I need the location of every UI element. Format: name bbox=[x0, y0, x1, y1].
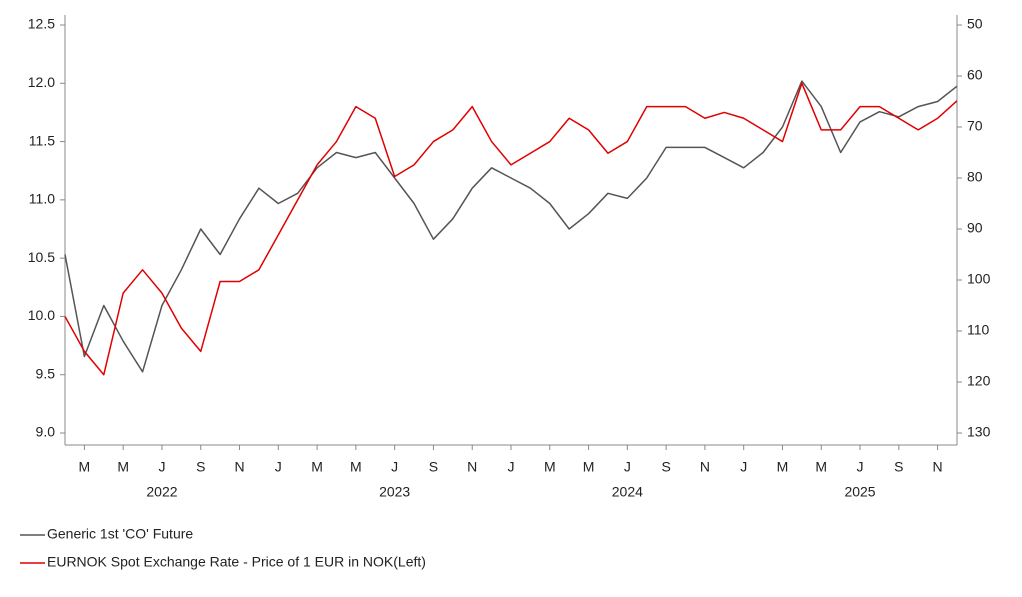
x-tick-label: M bbox=[311, 459, 323, 475]
y-tick-label: 12.5 bbox=[28, 16, 55, 32]
x-tick-label: J bbox=[391, 459, 398, 475]
y2-tick-label: 110 bbox=[967, 322, 990, 338]
y-tick-label: 11.5 bbox=[29, 132, 55, 148]
y2-tick-label: 70 bbox=[967, 118, 983, 134]
x-year-label: 2023 bbox=[379, 484, 410, 500]
y2-tick-label: 100 bbox=[967, 271, 991, 287]
y-tick-label: 10.5 bbox=[28, 249, 55, 265]
x-tick-label: J bbox=[508, 459, 515, 475]
x-tick-label: M bbox=[117, 459, 129, 475]
x-tick-label: J bbox=[740, 459, 747, 475]
y-tick-label: 11.0 bbox=[29, 191, 55, 207]
legend-label: Generic 1st 'CO' Future bbox=[47, 526, 193, 542]
y2-tick-label: 130 bbox=[967, 424, 991, 440]
x-tick-label: S bbox=[661, 459, 670, 475]
x-tick-label: J bbox=[158, 459, 165, 475]
x-tick-label: N bbox=[234, 459, 244, 475]
legend-label: EURNOK Spot Exchange Rate - Price of 1 E… bbox=[47, 554, 426, 570]
x-tick-label: N bbox=[933, 459, 943, 475]
series-line bbox=[64, 82, 958, 376]
x-tick-label: S bbox=[429, 459, 438, 475]
x-year-label: 2024 bbox=[612, 484, 643, 500]
x-tick-label: J bbox=[624, 459, 631, 475]
x-tick-label: J bbox=[857, 459, 864, 475]
y2-tick-label: 120 bbox=[967, 373, 991, 389]
y-tick-label: 12.0 bbox=[28, 74, 55, 90]
x-tick-label: J bbox=[275, 459, 282, 475]
x-tick-label: M bbox=[79, 459, 91, 475]
x-tick-label: S bbox=[894, 459, 903, 475]
y-tick-label: 10.0 bbox=[28, 307, 55, 323]
y-tick-label: 9.5 bbox=[36, 365, 56, 381]
x-year-label: 2022 bbox=[146, 484, 177, 500]
y-tick-label: 9.0 bbox=[36, 424, 56, 440]
x-tick-label: M bbox=[777, 459, 789, 475]
x-tick-label: M bbox=[350, 459, 362, 475]
x-tick-label: N bbox=[700, 459, 710, 475]
x-tick-label: M bbox=[815, 459, 827, 475]
y2-tick-label: 50 bbox=[967, 16, 983, 32]
y2-tick-label: 90 bbox=[967, 220, 983, 236]
series-line bbox=[64, 80, 958, 373]
x-year-label: 2025 bbox=[844, 484, 875, 500]
y2-tick-label: 60 bbox=[967, 67, 983, 83]
x-tick-label: S bbox=[196, 459, 205, 475]
x-tick-label: M bbox=[583, 459, 595, 475]
y2-tick-label: 80 bbox=[967, 169, 983, 185]
x-tick-label: M bbox=[544, 459, 556, 475]
x-tick-label: N bbox=[467, 459, 477, 475]
